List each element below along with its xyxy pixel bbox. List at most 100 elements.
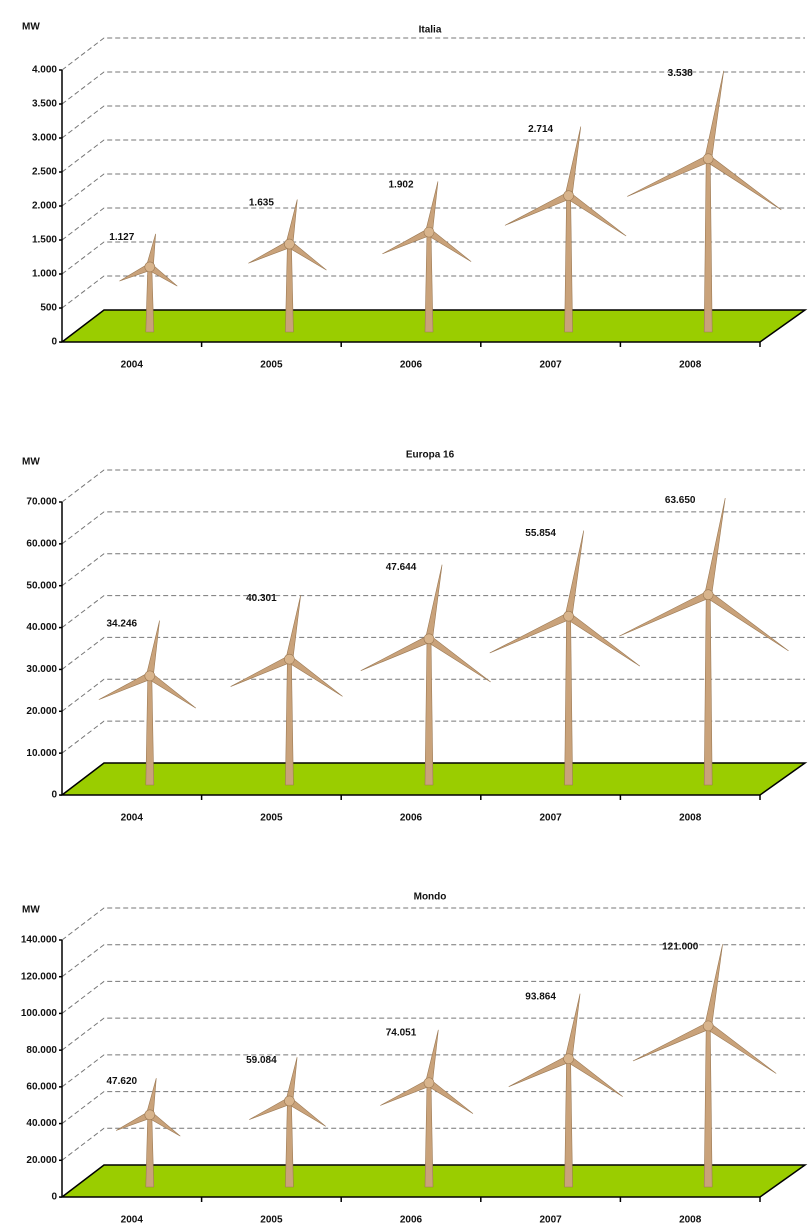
turbine bbox=[119, 233, 178, 333]
y-tick-label: 0 bbox=[51, 1192, 57, 1203]
turbine bbox=[115, 1078, 181, 1188]
blade bbox=[705, 1022, 777, 1074]
x-tick-label: 2006 bbox=[400, 813, 423, 824]
y-tick-label: 60.000 bbox=[26, 538, 57, 549]
y-tick-label: 3.000 bbox=[32, 133, 57, 144]
blade bbox=[425, 1029, 439, 1084]
turbine bbox=[508, 993, 623, 1188]
blade bbox=[704, 944, 723, 1027]
y-tick-label: 10.000 bbox=[26, 748, 57, 759]
grid-line bbox=[61, 241, 805, 275]
value-label: 93.864 bbox=[525, 991, 556, 1002]
y-tick-label: 2.500 bbox=[32, 167, 57, 178]
turbine bbox=[489, 530, 641, 786]
hub bbox=[284, 1095, 295, 1107]
blade bbox=[704, 70, 725, 160]
blade bbox=[285, 595, 301, 661]
chart-title: Italia bbox=[419, 25, 442, 36]
tower bbox=[703, 594, 713, 786]
blade bbox=[564, 126, 582, 197]
blade bbox=[508, 1055, 571, 1087]
turbine bbox=[504, 126, 627, 333]
x-tick-label: 2006 bbox=[400, 360, 423, 371]
x-tick-label: 2004 bbox=[121, 813, 144, 824]
y-axis-label: MW bbox=[22, 457, 40, 468]
tower bbox=[145, 266, 155, 333]
blade bbox=[619, 591, 711, 637]
blade bbox=[489, 612, 571, 654]
floor bbox=[59, 1164, 808, 1198]
hub bbox=[702, 1020, 714, 1032]
turbine bbox=[632, 944, 777, 1188]
grid-line bbox=[61, 907, 805, 941]
blade bbox=[566, 612, 641, 667]
floor bbox=[59, 762, 808, 796]
y-tick-label: 2.000 bbox=[32, 201, 57, 212]
hub bbox=[563, 1053, 574, 1065]
grid-line bbox=[61, 275, 805, 309]
y-tick-label: 100.000 bbox=[21, 1008, 58, 1019]
x-tick-label: 2004 bbox=[121, 1215, 144, 1225]
blade bbox=[145, 620, 160, 677]
turbine bbox=[619, 498, 789, 786]
x-tick-label: 2005 bbox=[260, 1215, 283, 1225]
grid-line bbox=[61, 636, 805, 670]
blade bbox=[704, 498, 726, 596]
turbine bbox=[360, 564, 491, 786]
grid-line bbox=[61, 944, 805, 978]
y-tick-label: 120.000 bbox=[21, 971, 58, 982]
y-tick-label: 30.000 bbox=[26, 664, 57, 675]
tower bbox=[424, 1082, 434, 1188]
grid-line bbox=[61, 207, 805, 241]
grid-line bbox=[61, 553, 805, 587]
x-tick-label: 2004 bbox=[121, 360, 144, 371]
blade bbox=[285, 1057, 298, 1102]
y-tick-label: 3.500 bbox=[32, 99, 57, 110]
hub bbox=[423, 1077, 435, 1089]
grid-line bbox=[61, 469, 805, 503]
blade bbox=[566, 192, 627, 237]
hub bbox=[702, 589, 714, 600]
tower bbox=[703, 1025, 713, 1188]
hub bbox=[284, 653, 295, 665]
chart-title: Mondo bbox=[414, 892, 447, 903]
value-label: 40.301 bbox=[246, 593, 277, 604]
blade bbox=[426, 1079, 474, 1114]
blade bbox=[230, 655, 292, 687]
y-tick-label: 50.000 bbox=[26, 580, 57, 591]
value-label: 2.714 bbox=[528, 124, 553, 135]
blade bbox=[504, 192, 571, 226]
blade bbox=[98, 672, 152, 700]
hub bbox=[702, 153, 714, 164]
blade bbox=[705, 591, 789, 652]
y-tick-label: 4.000 bbox=[32, 65, 57, 76]
grid-line bbox=[61, 71, 805, 105]
grid-line bbox=[61, 980, 805, 1014]
y-tick-label: 40.000 bbox=[26, 1118, 57, 1129]
turbine bbox=[248, 199, 327, 333]
y-tick-label: 20.000 bbox=[26, 1155, 57, 1166]
y-tick-label: 1.500 bbox=[32, 235, 57, 246]
x-tick-label: 2008 bbox=[679, 1215, 702, 1225]
hub bbox=[423, 226, 435, 238]
y-tick-label: 80.000 bbox=[26, 1045, 57, 1056]
turbine bbox=[230, 595, 343, 786]
tower bbox=[564, 1058, 573, 1188]
value-label: 1.902 bbox=[388, 179, 413, 190]
blade bbox=[566, 1055, 623, 1097]
value-label: 1.127 bbox=[109, 232, 134, 243]
blade bbox=[425, 564, 443, 640]
x-tick-label: 2006 bbox=[400, 1215, 423, 1225]
chart-title: Europa 16 bbox=[406, 450, 455, 461]
blade bbox=[147, 672, 197, 709]
turbine bbox=[382, 181, 472, 333]
hub bbox=[144, 1109, 156, 1121]
blade bbox=[425, 181, 439, 234]
value-label: 3.538 bbox=[668, 68, 693, 79]
tower bbox=[424, 638, 434, 786]
hub bbox=[423, 633, 435, 645]
value-label: 47.644 bbox=[386, 562, 417, 573]
tower bbox=[145, 675, 155, 786]
